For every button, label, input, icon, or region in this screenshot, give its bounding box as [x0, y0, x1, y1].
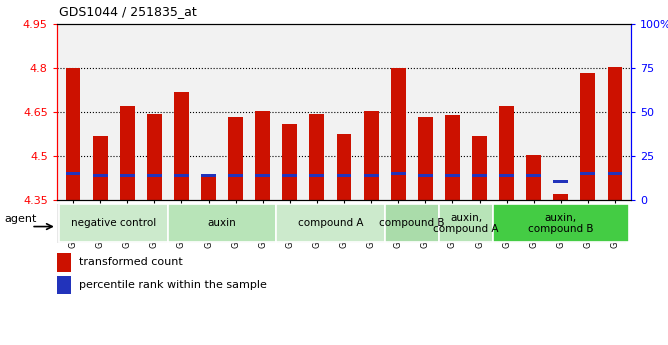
Bar: [93, 174, 108, 177]
Bar: [439, 204, 493, 243]
Bar: [337, 134, 351, 200]
Bar: [201, 174, 216, 177]
Text: auxin,
compound A: auxin, compound A: [434, 213, 499, 234]
Text: auxin,
compound B: auxin, compound B: [528, 213, 594, 234]
Bar: [120, 106, 135, 200]
Text: auxin: auxin: [208, 218, 236, 228]
Bar: [553, 194, 568, 200]
Bar: [337, 174, 351, 177]
Bar: [93, 136, 108, 200]
Text: compound B: compound B: [379, 218, 444, 228]
Bar: [493, 204, 629, 243]
Bar: [472, 174, 487, 177]
Bar: [526, 174, 541, 177]
Bar: [391, 172, 405, 175]
Bar: [418, 117, 433, 200]
Bar: [309, 174, 325, 177]
Text: transformed count: transformed count: [79, 257, 182, 267]
Bar: [445, 174, 460, 177]
Bar: [363, 174, 379, 177]
Bar: [201, 175, 216, 200]
Bar: [309, 114, 325, 200]
Bar: [418, 174, 433, 177]
Text: compound A: compound A: [298, 218, 363, 228]
Text: negative control: negative control: [71, 218, 156, 228]
Bar: [255, 174, 270, 177]
Bar: [608, 172, 623, 175]
Bar: [147, 114, 162, 200]
Bar: [283, 124, 297, 200]
Bar: [445, 115, 460, 200]
Bar: [65, 68, 80, 200]
Bar: [174, 92, 189, 200]
Bar: [65, 172, 80, 175]
Bar: [57, 276, 71, 294]
Bar: [59, 204, 168, 243]
Text: GDS1044 / 251835_at: GDS1044 / 251835_at: [59, 5, 197, 18]
Bar: [120, 174, 135, 177]
Bar: [283, 174, 297, 177]
Bar: [277, 204, 385, 243]
Bar: [580, 72, 595, 200]
Text: agent: agent: [5, 215, 37, 224]
Bar: [168, 204, 277, 243]
Bar: [228, 174, 243, 177]
Text: percentile rank within the sample: percentile rank within the sample: [79, 280, 267, 289]
Bar: [526, 155, 541, 200]
Bar: [385, 204, 439, 243]
Bar: [472, 136, 487, 200]
Bar: [363, 111, 379, 200]
Bar: [499, 174, 514, 177]
Bar: [147, 174, 162, 177]
Bar: [174, 174, 189, 177]
Bar: [255, 111, 270, 200]
Bar: [57, 253, 71, 272]
Bar: [391, 68, 405, 200]
Bar: [499, 106, 514, 200]
Bar: [608, 67, 623, 200]
Bar: [580, 172, 595, 175]
Bar: [228, 117, 243, 200]
Bar: [553, 179, 568, 183]
